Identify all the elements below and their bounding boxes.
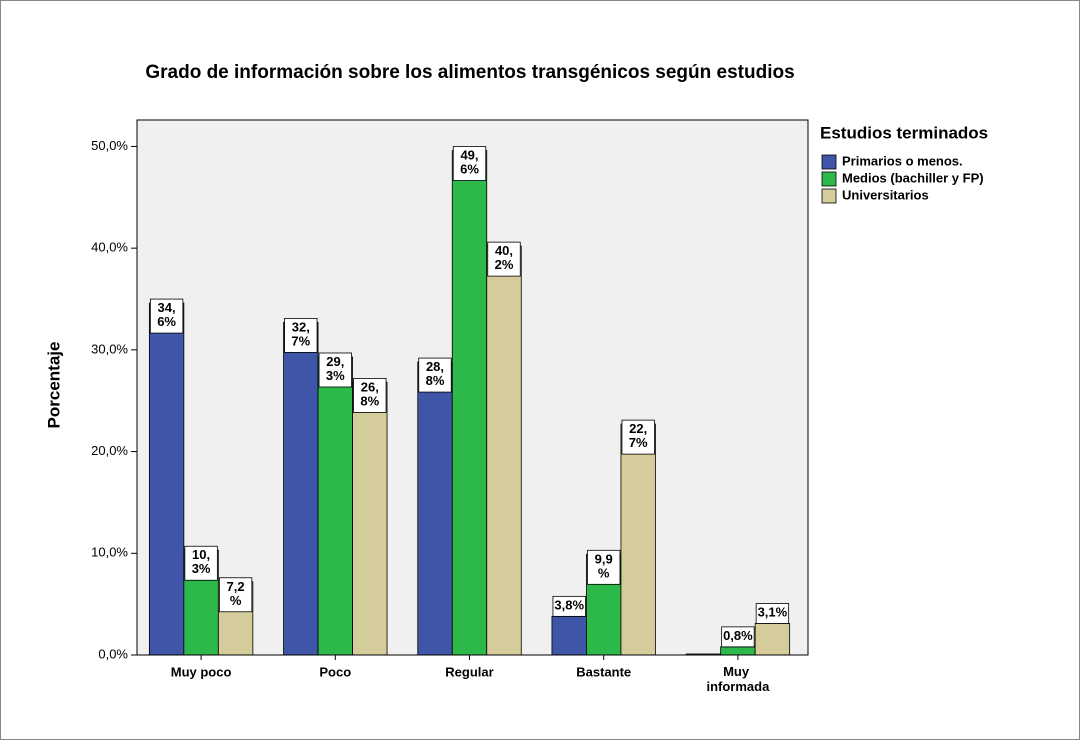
value-label: 29, 3% — [326, 354, 345, 383]
value-label-box — [284, 318, 318, 353]
y-tick-label: 30,0% — [91, 341, 128, 356]
value-label: 40, 2% — [495, 244, 514, 273]
value-label: 26, 8% — [360, 380, 379, 409]
value-label-box — [721, 626, 755, 648]
bar — [486, 245, 522, 656]
value-label: 7,2% — [227, 579, 245, 608]
value-label: 10, 3% — [192, 548, 211, 577]
value-label: 3,1% — [758, 605, 788, 620]
value-label-box — [487, 241, 521, 277]
bar — [352, 382, 388, 656]
value-label-box — [552, 595, 586, 617]
y-tick-label: 50,0% — [91, 138, 128, 153]
x-tick-label: Muy poco — [171, 664, 232, 679]
bar — [551, 615, 587, 656]
value-label-box — [452, 146, 487, 181]
bar — [148, 302, 185, 656]
legend-swatch — [821, 188, 837, 204]
bar — [283, 322, 319, 656]
bar — [620, 423, 656, 656]
legend-label: Medios (bachiller y FP) — [842, 170, 984, 185]
value-label: 34, 6% — [157, 301, 176, 330]
value-label-box — [587, 549, 621, 585]
value-label: 49, 6% — [460, 148, 479, 177]
x-tick-label: Bastante — [576, 664, 631, 679]
bar — [720, 646, 756, 656]
value-label-box — [318, 352, 352, 388]
bar — [317, 356, 353, 656]
x-tick-label: Regular — [445, 664, 493, 679]
y-tick-label: 10,0% — [91, 545, 128, 560]
x-tick-label: Muy informada — [706, 664, 770, 694]
value-label: 28, 8% — [426, 360, 445, 389]
legend-swatch — [821, 171, 837, 187]
value-label-box — [149, 298, 184, 334]
value-label-box — [621, 419, 655, 455]
y-tick-label: 40,0% — [91, 240, 128, 255]
bar — [417, 361, 453, 656]
x-tick-label: Poco — [319, 664, 351, 679]
legend-label: Primarios o menos. — [842, 153, 963, 168]
bar — [451, 150, 488, 656]
y-tick-label: 20,0% — [91, 443, 128, 458]
value-label: 9,9% — [595, 552, 613, 581]
value-label: 22, 7% — [629, 422, 648, 451]
y-axis-label: Porcentaje — [44, 342, 63, 429]
value-label-box — [184, 545, 218, 581]
value-label: 0,8% — [723, 628, 753, 643]
value-label-box — [353, 378, 387, 413]
y-tick-label: 0,0% — [98, 646, 128, 661]
value-label-box — [418, 357, 452, 393]
legend-label: Universitarios — [842, 187, 929, 202]
legend-swatch — [821, 154, 837, 170]
value-label: 32, 7% — [291, 320, 310, 349]
value-label-box — [218, 577, 253, 613]
bar — [754, 623, 791, 656]
value-label-box — [755, 603, 790, 624]
chart-title: Grado de información sobre los alimentos… — [145, 62, 794, 83]
value-label: 3,8% — [554, 598, 584, 613]
legend-title: Estudios terminados — [820, 123, 988, 142]
